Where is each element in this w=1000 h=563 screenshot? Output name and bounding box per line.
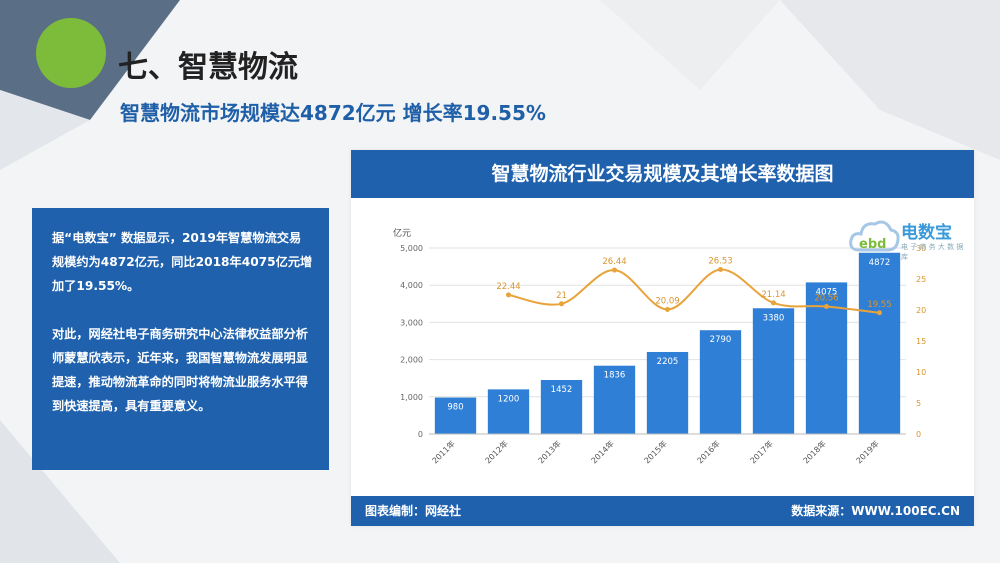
bar-value-label: 1452 [551,385,573,395]
bar [858,252,901,434]
logo-text: 电数宝 [901,223,952,243]
growth-rate-point [718,267,723,273]
growth-rate-point [771,300,776,306]
logo-mark: ebd [859,237,886,252]
y-left-tick-label: 4,000 [400,281,423,290]
y-right-tick-label: 5 [916,399,921,408]
y-right-tick-label: 25 [916,275,926,284]
chart-footer: 图表编制：网经社 数据来源：WWW.100EC.CN [351,496,974,526]
x-tick-label: 2019年 [854,438,881,465]
growth-rate-point [665,306,670,312]
growth-rate-label: 22.44 [496,282,520,292]
y-right-tick-label: 10 [916,368,926,377]
growth-rate-label: 20.09 [655,296,679,306]
y-right-tick-label: 30 [916,244,926,253]
y-left-tick-label: 1,000 [400,393,423,402]
y-right-tick-label: 15 [916,337,926,346]
bar [487,389,530,434]
bar [540,379,583,434]
description-box: 据“电数宝” 数据显示，2019年智慧物流交易规模约为4872亿元，同比2018… [32,208,329,470]
x-tick-label: 2018年 [801,438,828,465]
bar-value-label: 1200 [498,394,520,404]
cloud-logo-icon: ebd [849,220,900,252]
y-left-tick-label: 3,000 [400,318,423,327]
x-tick-label: 2016年 [695,438,722,465]
growth-rate-label: 19.55 [867,300,891,310]
bar [752,308,795,434]
growth-rate-label: 26.53 [708,257,732,267]
growth-rate-label: 21.14 [761,290,785,300]
y-right-tick-label: 20 [916,306,926,315]
growth-rate-label: 20.56 [814,294,838,304]
page-subtitle: 智慧物流市场规模达4872亿元 增长率19.55% [120,101,546,125]
growth-rate-point [506,292,511,298]
y-left-unit: 亿元 [393,227,411,239]
x-tick-label: 2012年 [483,438,510,465]
logo: ebd 电数宝 电 子 商 务 大 数 据 库 [847,214,967,261]
chart-credit: 图表编制：网经社 [365,504,462,518]
bar-value-label: 1836 [604,371,626,381]
y-left-tick-label: 2,000 [400,356,423,365]
chart-source: 数据来源：WWW.100EC.CN [791,504,960,518]
bar-value-label: 2790 [710,335,732,345]
growth-rate-label: 26.44 [602,257,626,267]
bar [434,397,477,434]
x-tick-label: 2015年 [642,438,669,465]
section-title: 七、智慧物流 [118,50,298,85]
description-paragraph-2: 对此，网经社电子商务研究中心法律权益部分析师蒙慧欣表示，近年来，我国智慧物流发展… [52,327,308,413]
growth-rate-point [824,304,829,310]
chart-title: 智慧物流行业交易规模及其增长率数据图 [351,150,974,198]
y-right-tick-label: 0 [916,430,921,439]
growth-rate-point [559,301,564,307]
bar-value-label: 4075 [816,287,838,297]
y-left-tick-label: 5,000 [400,244,423,253]
logo-subtext: 电 子 商 务 大 数 据 库 [901,243,964,261]
bar [646,351,689,434]
x-tick-label: 2014年 [589,438,616,465]
bar [699,330,742,434]
description-paragraph-1: 据“电数宝” 数据显示，2019年智慧物流交易规模约为4872亿元，同比2018… [52,231,313,293]
y-left-tick-label: 0 [418,430,423,439]
growth-rate-line [508,268,880,314]
chart-panel: 智慧物流行业交易规模及其增长率数据图 0 1,000 2,000 3,000 4,000… [351,150,974,526]
x-tick-label: 2013年 [536,438,563,465]
bar-value-label: 2205 [657,357,679,367]
bar [593,365,636,434]
bar-value-label: 4872 [869,258,891,268]
growth-rate-label: 21 [556,291,567,301]
green-circle-decoration [36,18,106,88]
x-tick-label: 2011年 [430,438,457,465]
x-tick-label: 2017年 [748,438,775,465]
bar-value-label: 3380 [763,313,785,323]
growth-rate-point [612,267,617,273]
bar-value-label: 980 [447,403,463,413]
growth-rate-point [877,310,882,316]
bar-line-chart: 0 1,000 2,000 3,000 4,000 5,000 亿元 0 5 10 15 20 25 30… [393,227,926,465]
